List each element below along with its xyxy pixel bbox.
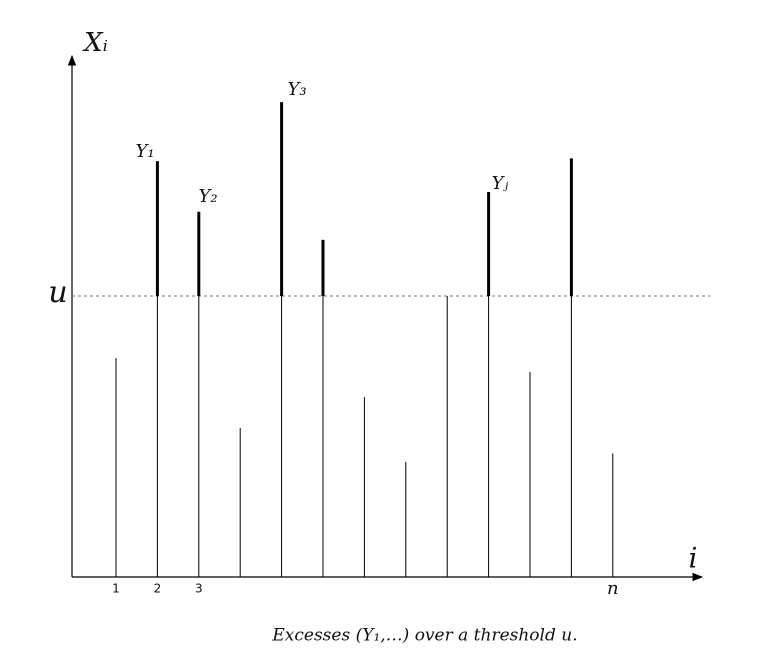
y-tick-label: u [48,275,67,310]
x-tick-label: 3 [195,582,203,596]
annotation: Y₂ [198,186,217,207]
x-tick-label: n [607,578,619,599]
x-tick-label: 1 [112,582,120,596]
annotation: Y₃ [287,79,306,100]
annotation: Y₁ [135,141,154,162]
caption: Excesses (Y₁,…) over a threshold u. [271,626,577,646]
annotation: Yⱼ [492,173,509,194]
y-axis-label: Xᵢ [82,28,108,58]
x-axis-label: i [689,542,698,575]
x-tick-label: 2 [154,582,162,596]
